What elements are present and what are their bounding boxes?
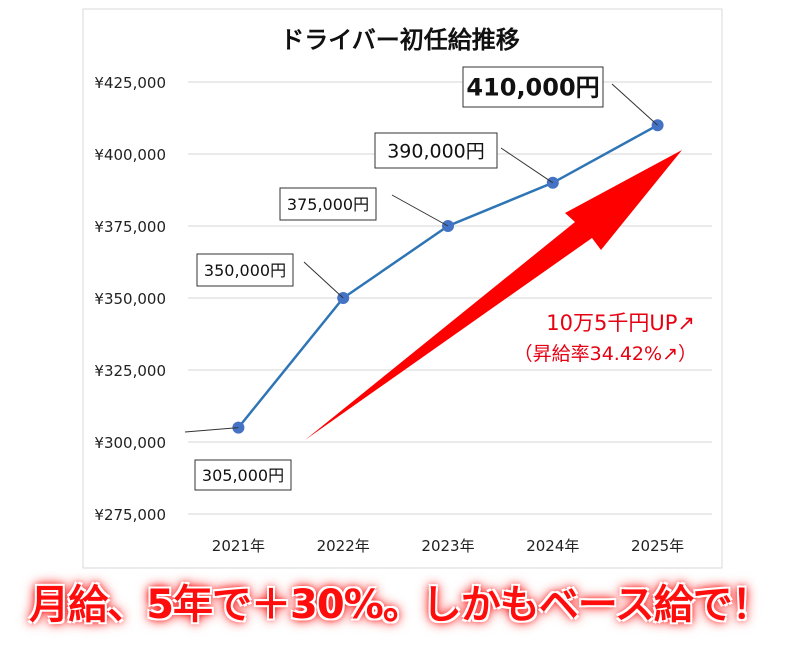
data-label-box bbox=[194, 459, 292, 491]
leader-line bbox=[391, 194, 449, 227]
annotation-increase: 10万5千円UP↗ bbox=[546, 311, 695, 335]
x-tick-label: 2022年 bbox=[317, 537, 370, 555]
leader-line bbox=[184, 427, 239, 433]
y-tick-label: ¥275,000 bbox=[94, 506, 166, 524]
data-label-box bbox=[462, 66, 604, 108]
up-arrow bbox=[305, 150, 682, 440]
data-label: 375,000円 bbox=[287, 195, 369, 214]
data-label: 305,000円 bbox=[202, 466, 284, 485]
data-label: 410,000円 bbox=[466, 74, 599, 102]
annotation-rate: （昇給率34.42%↗） bbox=[514, 343, 697, 365]
banner-caption: 月給、5年で＋30%。しかもベース給で！ bbox=[29, 582, 772, 628]
x-tick-label: 2024年 bbox=[526, 537, 579, 555]
x-tick-label: 2023年 bbox=[421, 537, 474, 555]
y-tick-label: ¥325,000 bbox=[94, 362, 166, 380]
y-tick-label: ¥425,000 bbox=[94, 74, 166, 92]
y-tick-label: ¥300,000 bbox=[94, 434, 166, 452]
x-tick-label: 2025年 bbox=[631, 537, 684, 555]
data-label-box bbox=[196, 253, 294, 287]
y-tick-label: ¥375,000 bbox=[94, 218, 166, 236]
chart-title: ドライバー初任給推移 bbox=[280, 26, 520, 54]
y-tick-label: ¥400,000 bbox=[94, 146, 166, 164]
y-tick-label: ¥350,000 bbox=[94, 290, 166, 308]
leader-line bbox=[500, 147, 554, 184]
leader-line bbox=[611, 83, 658, 126]
leader-line bbox=[303, 261, 344, 299]
data-label-box bbox=[374, 132, 498, 169]
data-label: 390,000円 bbox=[387, 140, 485, 162]
chart-border bbox=[82, 8, 723, 569]
data-label-box bbox=[279, 187, 377, 221]
x-tick-label: 2021年 bbox=[212, 537, 265, 555]
data-label: 350,000円 bbox=[204, 261, 286, 280]
